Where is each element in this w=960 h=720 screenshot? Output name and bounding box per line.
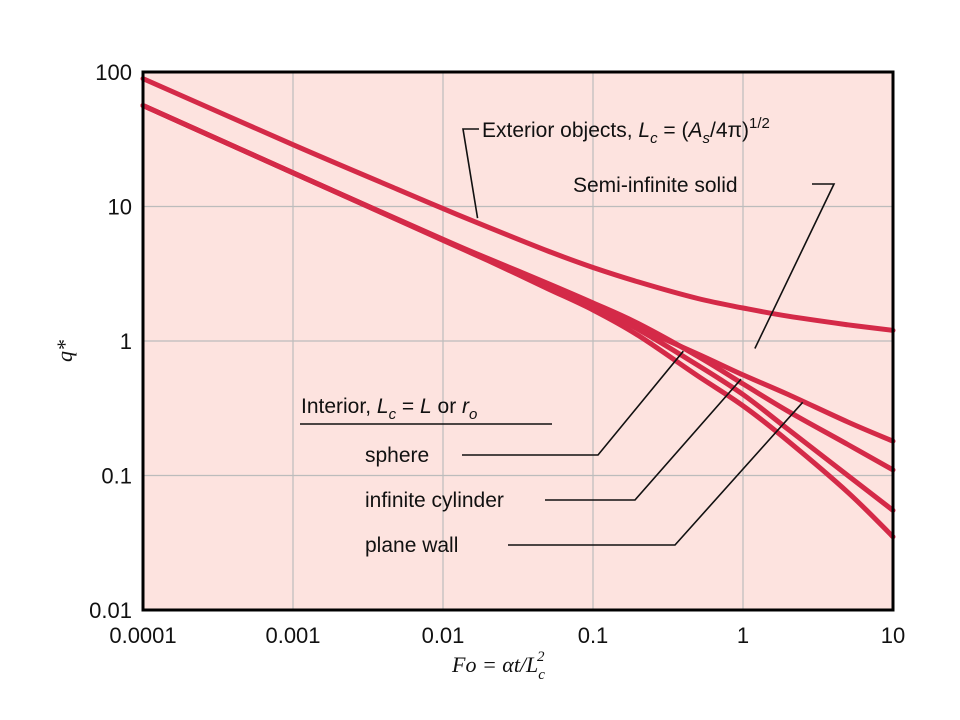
annotation-plane-wall: plane wall (365, 534, 458, 557)
leader-exterior (462, 128, 479, 219)
series-lines (140, 76, 896, 540)
annotation-exterior: Exterior objects, Lc = (As/4π)1/2 (482, 115, 770, 147)
annotation-sphere: sphere (365, 444, 429, 467)
x-tick-label: 0.001 (265, 623, 320, 648)
x-tick-label: 1 (737, 623, 749, 648)
y-axis-title: q* (52, 340, 77, 362)
series-line-plane-wall (140, 103, 896, 540)
annotation-interior-header: Interior, Lc = L or ro (301, 395, 477, 423)
leader-plane-wall (508, 401, 804, 546)
x-tick-label: 0.1 (578, 623, 609, 648)
x-tick-labels: 0.0001 0.001 0.01 0.1 1 10 (109, 623, 905, 648)
annotation-semi-infinite: Semi-infinite solid (573, 174, 738, 197)
leader-infinite-cylinder (545, 378, 742, 501)
annotation-infinite-cylinder: infinite cylinder (365, 489, 504, 512)
y-tick-label: 0.01 (89, 598, 132, 623)
y-tick-label: 10 (108, 195, 132, 220)
x-axis-title: Fo = αt/Lc2 (451, 649, 545, 683)
leader-lines (462, 128, 836, 546)
leader-semi-infinite (754, 183, 836, 349)
series-line-exterior (140, 76, 896, 333)
y-tick-labels: 0.01 0.1 1 10 100 (89, 60, 132, 623)
y-tick-label: 0.1 (101, 464, 132, 489)
y-tick-label: 1 (120, 329, 132, 354)
x-tick-label: 0.0001 (109, 623, 176, 648)
leader-sphere (462, 350, 684, 456)
x-tick-label: 10 (881, 623, 905, 648)
plot-frame (141, 70, 895, 612)
x-tick-label: 0.01 (422, 623, 465, 648)
y-tick-label: 100 (95, 60, 132, 85)
